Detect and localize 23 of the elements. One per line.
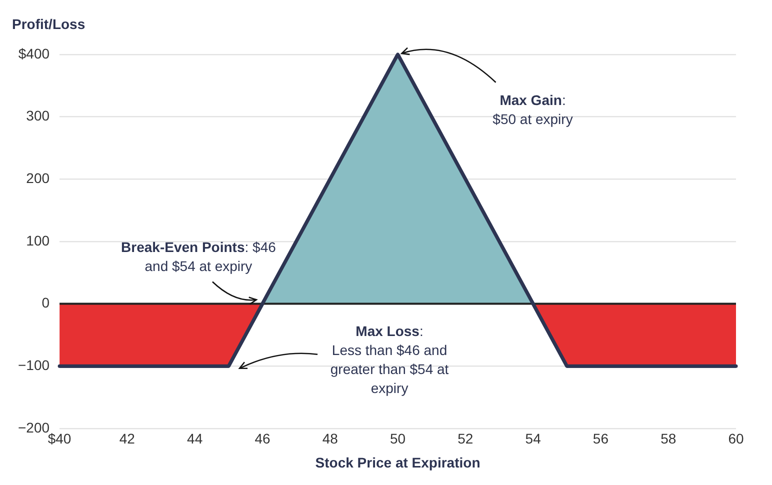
y-axis-title: Profit/Loss xyxy=(11,15,86,34)
x-tick-label: 50 xyxy=(390,430,406,447)
x-tick-label: 60 xyxy=(728,430,744,447)
x-axis-title: Stock Price at Expiration xyxy=(315,454,480,470)
x-tick-label: 46 xyxy=(254,430,270,447)
x-tick-label: $40 xyxy=(48,430,72,447)
annotation: Max Gain: $50 at expiry xyxy=(492,91,574,130)
y-tick-label: 100 xyxy=(26,232,50,248)
y-tick-label: 200 xyxy=(26,170,50,186)
x-tick-label: 54 xyxy=(525,430,542,447)
y-tick-label: −200 xyxy=(18,419,50,436)
x-tick-label: 42 xyxy=(119,430,136,447)
x-tick-label: 52 xyxy=(458,430,474,447)
y-tick-label: −100 xyxy=(18,356,50,373)
x-tick-label: 58 xyxy=(660,430,676,447)
x-tick-label: 44 xyxy=(187,430,203,447)
y-tick-label: 300 xyxy=(26,108,50,124)
x-tick-label: 48 xyxy=(322,430,338,447)
y-tick-label: $400 xyxy=(18,45,50,62)
y-tick-label: 0 xyxy=(42,294,50,311)
annotation: Max Loss: Less than $46 and greater than $54 at expiry xyxy=(329,322,450,398)
x-tick-label: 56 xyxy=(592,430,609,447)
annotation: Break-Even Points: $46 and $54 at expiry xyxy=(120,238,277,276)
